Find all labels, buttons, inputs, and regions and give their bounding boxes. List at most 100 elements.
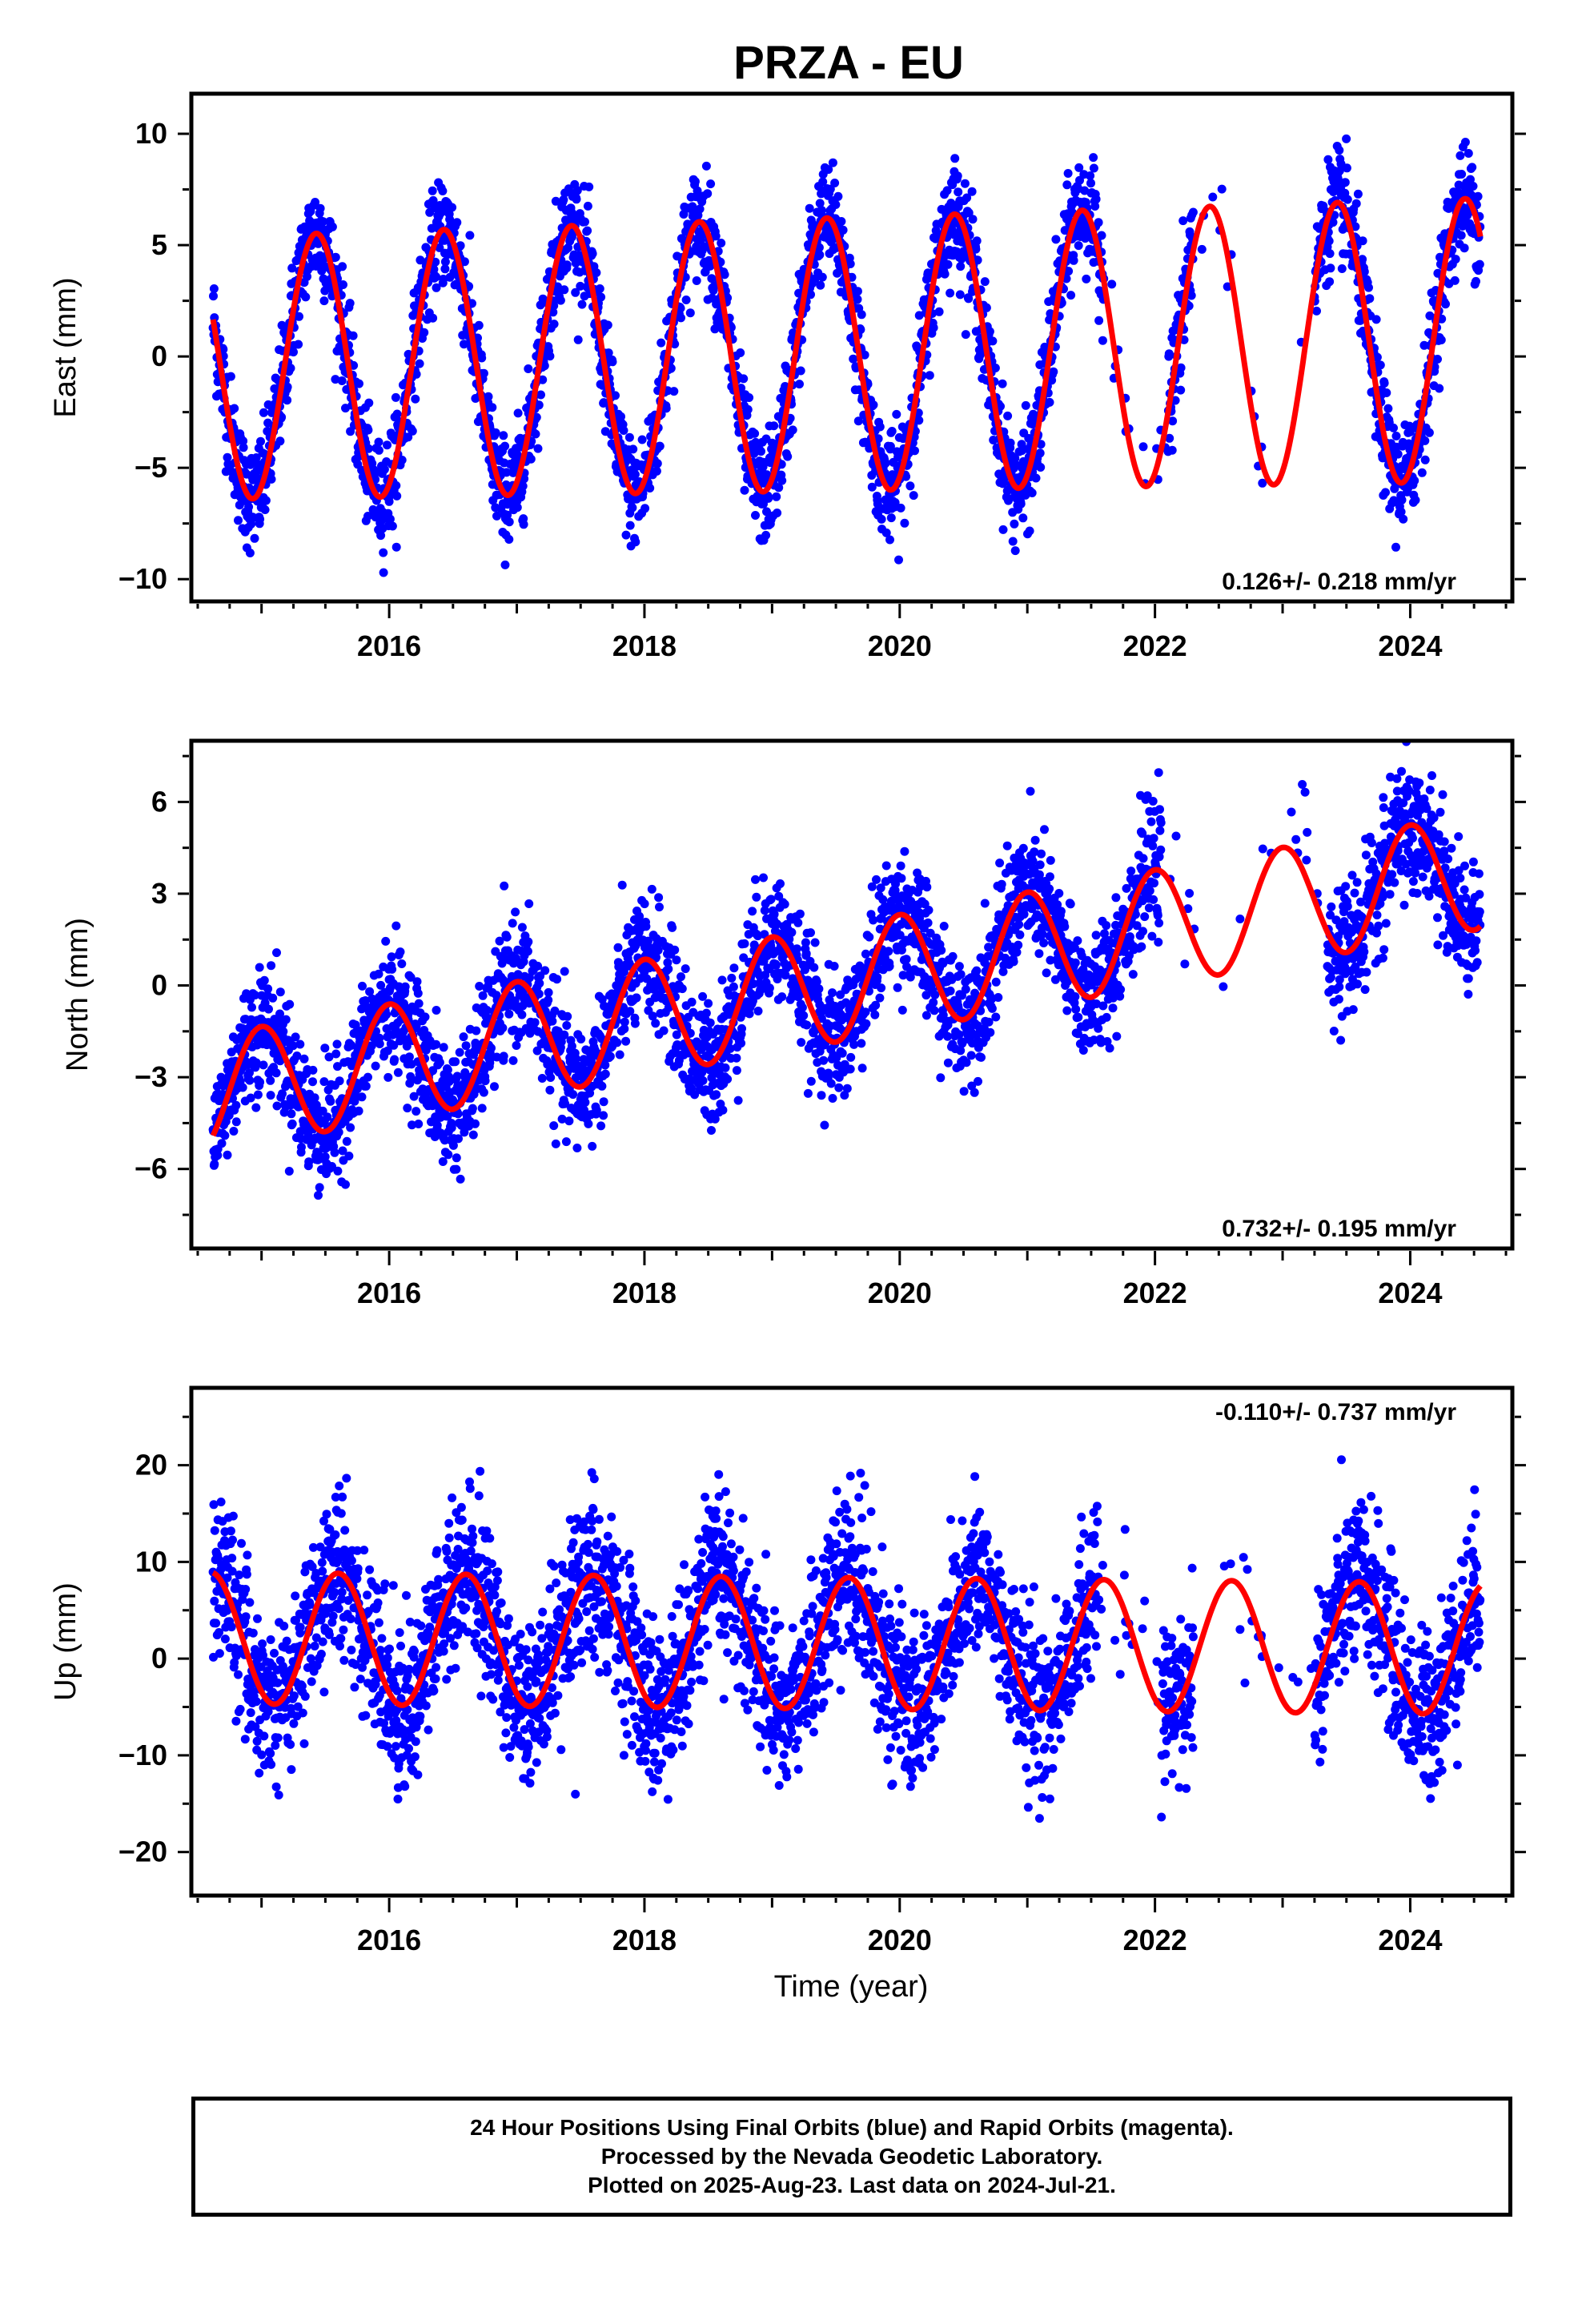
north-data-point (472, 1026, 481, 1035)
east-data-point (1170, 396, 1180, 405)
north-data-point (443, 1065, 452, 1075)
north-data-point (246, 1093, 255, 1103)
east-data-point (500, 441, 510, 451)
north-data-point (549, 1121, 559, 1131)
north-data-point (285, 999, 295, 1009)
east-data-point (1343, 195, 1352, 204)
east-data-point (914, 311, 924, 320)
north-data-point (620, 1024, 629, 1034)
east-data-point (1328, 218, 1338, 227)
north-data-point (490, 1082, 499, 1092)
east-data-point (1094, 316, 1104, 325)
east-data-point (764, 493, 773, 503)
north-data-point (247, 1003, 256, 1012)
north-data-point (452, 1164, 461, 1174)
east-data-point (853, 416, 863, 426)
north-data-point (652, 952, 661, 962)
east-data-point (327, 222, 337, 231)
east-data-point (956, 262, 966, 271)
east-y-tick-label: 5 (151, 228, 167, 261)
north-data-point (492, 1052, 501, 1062)
east-data-point (488, 403, 497, 412)
east-data-point (319, 217, 328, 227)
north-data-point (828, 988, 837, 998)
east-data-point (223, 452, 232, 462)
east-data-point (914, 416, 924, 425)
east-data-point (1176, 363, 1186, 372)
north-data-point (511, 907, 520, 917)
east-data-point (751, 437, 761, 447)
east-data-point (1062, 180, 1072, 190)
east-data-point (1433, 355, 1442, 364)
north-data-point (771, 961, 781, 970)
east-data-point (1066, 291, 1076, 300)
east-data-point (560, 285, 569, 295)
east-data-point (873, 434, 883, 444)
north-data-point (523, 947, 532, 956)
north-data-point (330, 1148, 339, 1157)
east-data-point (885, 535, 894, 545)
north-data-point (588, 1141, 597, 1151)
north-data-point (405, 1079, 415, 1088)
north-data-point (776, 879, 785, 888)
north-data-point (712, 1090, 721, 1100)
east-data-point (655, 441, 665, 451)
north-data-point (568, 1090, 578, 1100)
north-data-point (753, 931, 763, 941)
north-data-point (642, 974, 652, 983)
north-data-point (468, 1104, 477, 1113)
east-data-point (1358, 255, 1367, 264)
north-data-point (499, 1051, 508, 1061)
east-data-point (1351, 199, 1361, 208)
east-data-point (295, 312, 303, 321)
east-data-point (1441, 300, 1450, 309)
east-data-point (955, 290, 965, 300)
north-data-point (347, 1040, 356, 1050)
north-data-point (621, 1036, 631, 1046)
north-data-point (432, 1039, 441, 1049)
east-data-point (440, 257, 450, 267)
east-data-point (740, 485, 749, 495)
east-data-point (502, 468, 512, 477)
east-data-point (1355, 316, 1365, 325)
east-data-point (363, 425, 373, 435)
east-data-point (504, 535, 514, 544)
north-data-point (390, 1055, 400, 1064)
east-data-point (909, 491, 918, 501)
east-data-point (259, 408, 268, 417)
north-data-point (617, 880, 627, 890)
north-data-point (382, 1010, 391, 1019)
east-data-point (391, 480, 401, 490)
north-data-point (253, 1090, 263, 1100)
east-data-point (1167, 445, 1177, 455)
east-data-point (1091, 195, 1101, 204)
north-data-point (412, 1107, 421, 1116)
east-data-point (283, 382, 292, 392)
east-data-point (315, 203, 325, 213)
east-data-point (998, 379, 1007, 388)
north-data-point (663, 958, 673, 967)
north-data-point (245, 1076, 255, 1085)
east-data-point (1049, 367, 1058, 376)
north-data-point (342, 1136, 351, 1146)
east-data-point (971, 244, 981, 254)
east-data-point (669, 387, 679, 396)
east-data-point (815, 250, 825, 259)
north-data-point (551, 1139, 560, 1148)
east-data-point (901, 472, 911, 481)
north-data-point (408, 1120, 416, 1130)
north-data-point (580, 1098, 590, 1107)
east-data-point (1223, 282, 1232, 292)
north-data-point (299, 1054, 309, 1063)
east-data-point (1435, 384, 1444, 393)
north-data-point (480, 1076, 490, 1086)
north-data-point (455, 1047, 464, 1057)
east-x-tick-label: 2020 (868, 629, 932, 662)
north-data-point (341, 1180, 350, 1189)
east-data-point (339, 280, 347, 289)
east-data-point (625, 521, 635, 530)
north-data-point (397, 959, 407, 968)
north-data-point (354, 1106, 363, 1116)
east-y-tick-label: 10 (135, 117, 167, 150)
